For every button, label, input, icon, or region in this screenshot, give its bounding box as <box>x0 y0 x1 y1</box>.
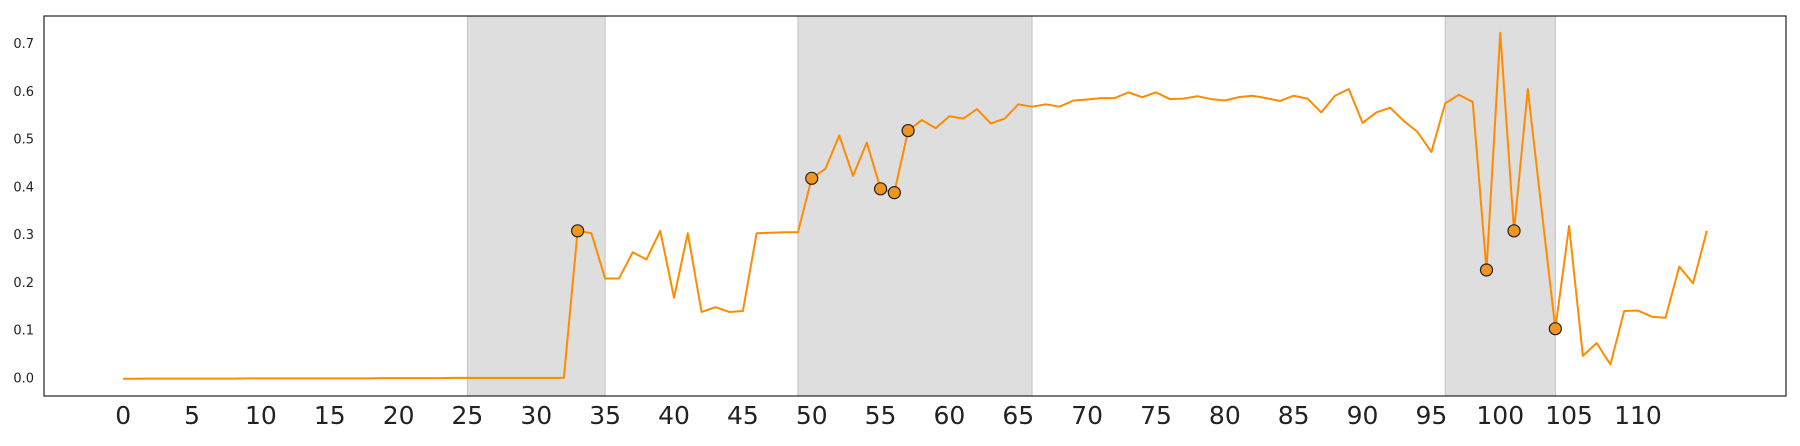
x-tick-label: 30 <box>520 401 552 430</box>
x-tick-label: 110 <box>1614 401 1662 430</box>
x-tick-label: 5 <box>184 401 200 430</box>
y-tick-label: 0.1 <box>13 324 34 339</box>
y-tick-label: 0.2 <box>13 276 34 291</box>
line-series <box>123 31 1708 380</box>
x-tick-label: 55 <box>865 401 897 430</box>
x-tick-label: 105 <box>1545 401 1593 430</box>
point-marker <box>805 171 819 185</box>
x-tick-label: 85 <box>1278 401 1310 430</box>
point-marker <box>1507 224 1521 238</box>
x-tick-label: 70 <box>1071 401 1103 430</box>
x-tick-label: 75 <box>1140 401 1172 430</box>
x-tick-label: 65 <box>1002 401 1034 430</box>
x-tick-label: 90 <box>1347 401 1379 430</box>
y-tick-label: 0.4 <box>13 180 34 195</box>
y-tick-label: 0.6 <box>13 85 34 100</box>
point-marker <box>571 224 585 238</box>
point-marker <box>873 182 888 196</box>
x-tick-label: 20 <box>383 401 415 430</box>
highlight-span <box>1444 15 1556 397</box>
x-tick-label: 50 <box>796 401 828 430</box>
point-marker <box>1479 263 1494 277</box>
x-tick-label: 10 <box>245 401 277 430</box>
y-tick-label: 0.5 <box>13 133 34 148</box>
x-tick-label: 80 <box>1209 401 1241 430</box>
x-tick-label: 0 <box>115 401 131 430</box>
x-tick-label: 45 <box>727 401 759 430</box>
y-tick-label: 0.3 <box>13 228 34 243</box>
plot-frame <box>43 15 1787 397</box>
point-marker <box>901 123 915 138</box>
x-tick-label: 40 <box>658 401 690 430</box>
y-tick-label: 0.7 <box>13 37 34 52</box>
x-tick-label: 95 <box>1415 401 1447 430</box>
x-tick-label: 100 <box>1476 401 1524 430</box>
point-marker <box>887 186 901 200</box>
y-tick-label: 0.0 <box>13 371 34 386</box>
highlight-span <box>797 15 1033 397</box>
point-marker <box>1548 322 1562 336</box>
highlight-span <box>466 15 606 397</box>
x-tick-label: 35 <box>589 401 621 430</box>
x-tick-label: 25 <box>452 401 484 430</box>
x-tick-label: 60 <box>934 401 966 430</box>
x-tick-label: 15 <box>314 401 346 430</box>
